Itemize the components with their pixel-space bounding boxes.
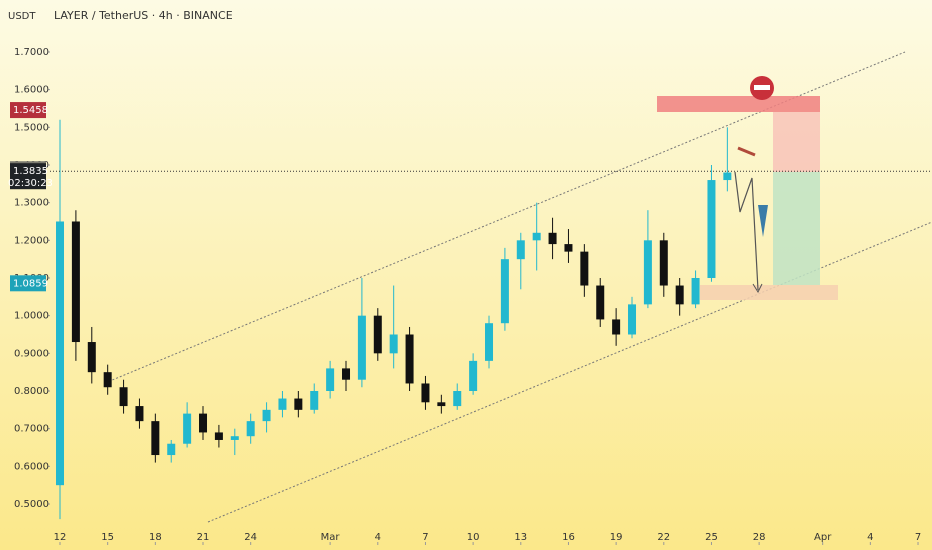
candle-body (421, 383, 430, 403)
price-tag-label: 1.3835 (13, 166, 48, 177)
y-tick-label: 1.0000 (14, 311, 49, 322)
countdown: 02:30:23 (8, 178, 53, 189)
x-tick-label: 10 (467, 532, 480, 543)
y-axis-label: USDT (8, 11, 36, 22)
candle-body (580, 251, 589, 286)
candle-body (643, 240, 652, 305)
x-tick-label: 4 (375, 532, 381, 543)
x-tick-label: 7 (422, 532, 428, 543)
candle-body (71, 221, 80, 343)
stop-zone (773, 112, 820, 172)
candle-body (183, 413, 192, 444)
price-tag-label: 1.0859 (13, 278, 48, 289)
y-tick-label: 1.3000 (14, 198, 49, 209)
candle-body (373, 315, 382, 354)
candle-body (56, 221, 65, 486)
support-zone (700, 285, 838, 300)
candle-body (262, 409, 271, 422)
candle-body (659, 240, 668, 286)
candle-body (103, 372, 112, 388)
candle-body (612, 319, 621, 335)
x-tick-label: 21 (197, 532, 210, 543)
candle-body (151, 421, 160, 456)
candle-body (485, 323, 494, 361)
projection-arrow (734, 171, 759, 291)
candle-body (310, 391, 319, 410)
candle-body (405, 334, 414, 384)
target-zone (773, 172, 820, 285)
candle-body (596, 285, 605, 320)
candle-body (278, 398, 287, 410)
candle-body (564, 244, 573, 252)
rocket-icon (758, 205, 768, 237)
candle-body (691, 277, 700, 305)
candle-body (532, 232, 541, 241)
x-tick-label: 12 (54, 532, 67, 543)
candle-body (469, 360, 478, 392)
candle-body (119, 387, 128, 407)
candle-body (135, 406, 144, 422)
plot (104, 51, 932, 523)
y-tick-label: 0.9000 (14, 348, 49, 359)
candle-body (326, 368, 335, 392)
price-tag (10, 102, 46, 119)
x-tick-label: 7 (915, 532, 921, 543)
x-tick-label: 22 (657, 532, 670, 543)
price-tag (10, 163, 46, 190)
chart-title: LAYER / TetherUS · 4h · BINANCE (54, 9, 233, 22)
candle-body (453, 391, 462, 407)
x-tick-label: 4 (867, 532, 873, 543)
y-tick-label: 1.6000 (14, 85, 49, 96)
x-tick-label: 15 (101, 532, 114, 543)
no-entry-bar (754, 85, 770, 90)
price-tag-label: 1.5458 (13, 105, 48, 116)
price-tag (10, 275, 46, 292)
arrow-head (752, 283, 763, 294)
candle-body (342, 368, 351, 380)
x-tick-label: Apr (814, 532, 832, 543)
y-tick-label: 1.7000 (14, 47, 49, 58)
candle-body (437, 402, 446, 407)
hammer-icon (737, 146, 756, 157)
x-tick-label: 28 (753, 532, 766, 543)
candle-body (199, 413, 208, 433)
resistance-zone (657, 96, 820, 112)
x-tick-label: 19 (610, 532, 623, 543)
y-tick-label: 0.8000 (14, 386, 49, 397)
candle-body (548, 232, 557, 245)
x-tick-label: 25 (705, 532, 718, 543)
candle-body (389, 334, 398, 354)
x-tick-label: 18 (149, 532, 162, 543)
candle-body (675, 285, 684, 305)
candle-body (87, 342, 96, 373)
candle-body (246, 421, 255, 437)
candle-body (357, 315, 366, 380)
candle-body (294, 398, 303, 410)
candle-body (516, 240, 525, 260)
x-tick-label: 24 (244, 532, 257, 543)
y-tick-label: 1.2000 (14, 235, 49, 246)
candle-body (214, 432, 223, 440)
candle-body (167, 443, 176, 456)
candle-body (230, 436, 239, 440)
x-tick-label: Mar (321, 532, 341, 543)
candle-body (707, 180, 716, 278)
y-tick-label: 0.5000 (14, 499, 49, 510)
y-tick-label: 1.5000 (14, 122, 49, 133)
candle-body (500, 259, 509, 324)
candle-body (628, 304, 637, 335)
x-tick-label: 13 (514, 532, 527, 543)
y-tick-label: 0.7000 (14, 424, 49, 435)
x-tick-label: 16 (562, 532, 575, 543)
candle-body (723, 172, 732, 181)
y-tick-label: 0.6000 (14, 461, 49, 472)
